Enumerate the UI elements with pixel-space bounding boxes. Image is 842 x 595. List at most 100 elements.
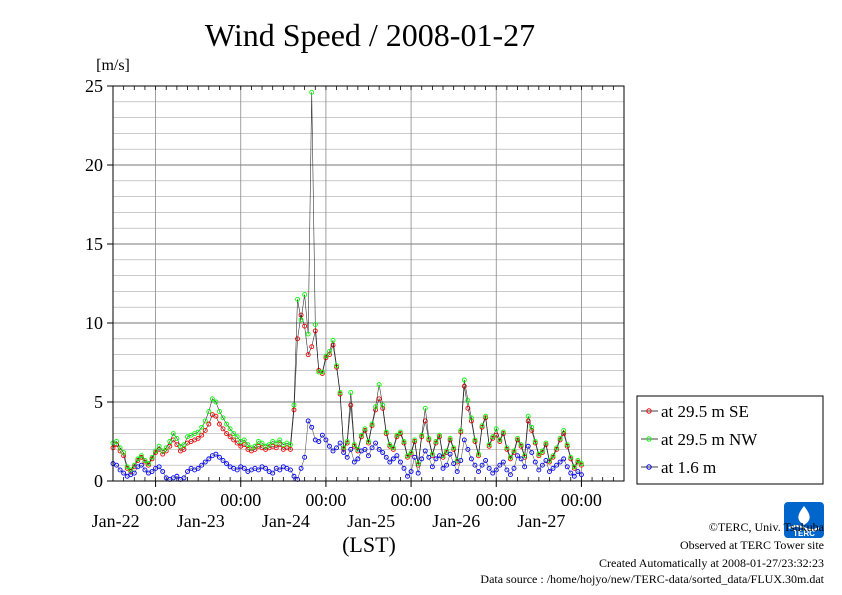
data-point	[500, 459, 506, 465]
data-point	[518, 456, 524, 462]
data-point	[461, 383, 467, 389]
data-point	[206, 456, 212, 462]
x-tick-date: Jan-27	[517, 511, 565, 531]
data-point	[554, 445, 560, 451]
y-tick-label: 20	[85, 155, 103, 175]
water-drop-icon	[798, 506, 810, 525]
data-point	[543, 440, 549, 446]
data-point	[483, 415, 489, 421]
series-2	[110, 418, 584, 482]
data-point	[376, 382, 382, 388]
data-point	[578, 461, 584, 467]
data-point	[234, 467, 240, 473]
x-tick-time: 00:00	[220, 490, 261, 510]
data-point	[458, 427, 464, 433]
data-point	[270, 470, 276, 476]
data-point	[429, 464, 435, 470]
data-point	[426, 454, 432, 460]
data-point	[412, 439, 418, 444]
terc-logo: TERC	[784, 502, 824, 538]
data-point	[220, 458, 226, 463]
data-point	[405, 473, 410, 479]
legend-marker	[646, 408, 652, 414]
data-point	[351, 459, 357, 465]
data-point	[476, 469, 481, 474]
data-point	[156, 443, 162, 449]
data-point	[554, 462, 560, 468]
x-axis-label: (LST)	[342, 532, 396, 557]
data-point	[511, 465, 517, 471]
data-point	[515, 435, 520, 441]
x-ticks: 00:00Jan-2200:00Jan-2300:00Jan-2400:00Ja…	[92, 86, 625, 531]
data-point	[561, 427, 567, 433]
data-point	[174, 473, 180, 479]
data-point	[160, 448, 166, 454]
data-point	[319, 369, 325, 375]
data-point	[117, 467, 123, 473]
copyright-text: ©TERC, Univ. Tsukuba	[708, 520, 824, 534]
x-tick-date: Jan-23	[177, 511, 225, 531]
data-point	[529, 424, 535, 430]
source-text: Data source : /home/hojyo/new/TERC-data/…	[480, 572, 824, 586]
data-point	[266, 442, 272, 448]
data-point	[419, 456, 425, 462]
data-point	[539, 448, 545, 454]
data-point	[369, 445, 375, 451]
data-point	[287, 442, 293, 448]
data-point	[114, 462, 119, 468]
data-point	[550, 453, 556, 459]
logo-text: TERC	[793, 529, 815, 538]
data-point	[518, 442, 524, 448]
x-tick-date: Jan-25	[347, 511, 395, 531]
data-point	[383, 454, 389, 460]
series-1	[110, 89, 584, 473]
data-point	[476, 451, 481, 457]
data-point	[550, 465, 556, 471]
data-point	[447, 435, 453, 441]
data-point	[174, 435, 180, 441]
data-point	[468, 415, 474, 421]
data-point	[316, 369, 322, 375]
data-point	[199, 462, 205, 468]
data-point	[504, 445, 510, 451]
legend-label: at 29.5 m SE	[661, 402, 749, 421]
data-point	[373, 440, 379, 446]
data-point	[231, 437, 237, 443]
data-point	[195, 435, 201, 441]
data-point	[227, 434, 233, 440]
data-point	[138, 462, 144, 468]
data-point	[334, 445, 340, 451]
data-point	[401, 465, 407, 471]
data-point	[131, 470, 137, 476]
data-point	[422, 405, 428, 411]
x-tick-time: 00:00	[305, 490, 346, 510]
data-point	[344, 454, 350, 460]
data-point	[422, 448, 428, 454]
data-point	[224, 431, 230, 437]
data-point	[355, 456, 361, 462]
data-point	[287, 446, 293, 452]
data-point	[376, 446, 382, 452]
data-point	[245, 442, 251, 448]
series-line	[112, 420, 582, 480]
data-point	[316, 439, 322, 444]
data-point	[465, 446, 471, 452]
data-point	[568, 454, 574, 460]
data-point	[344, 439, 350, 444]
data-point	[564, 442, 570, 448]
data-point	[437, 453, 442, 459]
data-point	[522, 464, 528, 470]
data-point	[124, 464, 130, 470]
observed-text: Observed at TERC Tower site	[679, 538, 824, 552]
data-point	[217, 454, 222, 460]
data-point	[121, 470, 127, 476]
data-point	[224, 421, 230, 427]
data-point	[387, 442, 393, 448]
data-point	[163, 445, 169, 451]
data-point	[362, 426, 368, 432]
data-point	[149, 454, 155, 460]
data-point	[330, 337, 336, 343]
data-point	[547, 458, 552, 463]
data-point	[493, 426, 499, 432]
data-point	[539, 462, 545, 468]
